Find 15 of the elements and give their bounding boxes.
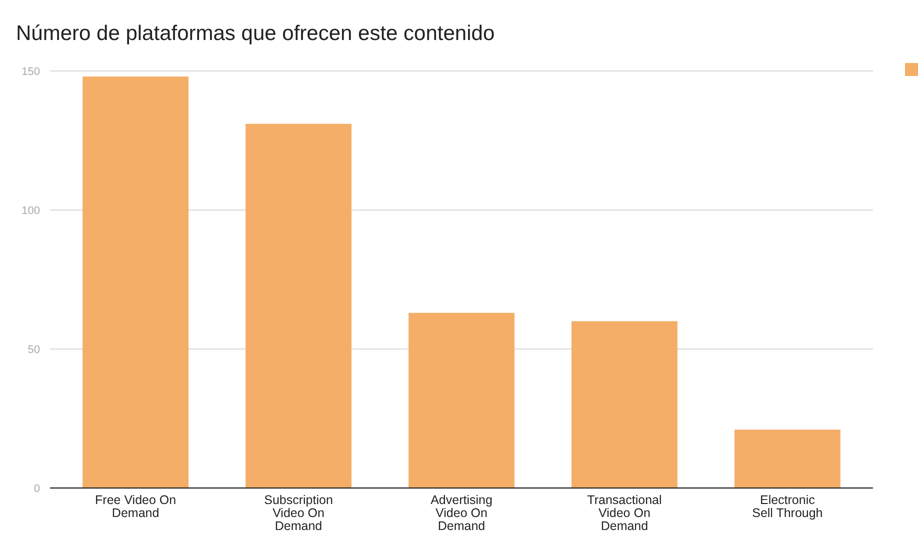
bar <box>246 124 352 488</box>
x-tick-label: Free Video On Demand <box>95 493 176 520</box>
bar <box>734 430 840 488</box>
x-tick-label: Advertising Video On Demand <box>430 493 492 533</box>
y-tick-label: 150 <box>22 66 40 78</box>
bar <box>408 312 514 488</box>
x-tick-label: Subscription Video On Demand <box>264 493 333 533</box>
bar <box>572 321 678 488</box>
y-tick-label: 50 <box>28 344 40 356</box>
x-tick-label: Electronic Sell Through <box>752 493 823 520</box>
y-tick-label: 100 <box>22 204 40 217</box>
bar <box>82 76 189 488</box>
x-tick-label: Transactional Video On Demand <box>587 493 662 533</box>
y-tick-label: 0 <box>34 482 40 495</box>
chart-title: Número de plataformas que ofrecen este contenido <box>16 22 495 45</box>
